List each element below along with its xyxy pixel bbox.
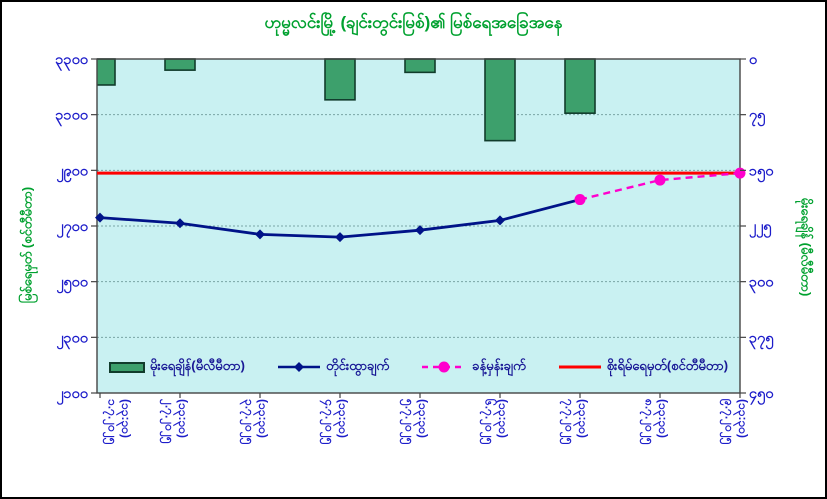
- forecast-line: [579, 171, 741, 201]
- rainfall-swatch-icon: [108, 361, 145, 373]
- left-tick-label: ၃၃၀၀: [55, 52, 88, 72]
- legend-label-forecast: ခန့်မှန်းချက်: [472, 357, 526, 373]
- right-tick-label: ၃၇၅: [749, 330, 774, 350]
- left-axis-title: မြစ်ရေမှတ် (စင်တီမီတာ): [19, 186, 35, 304]
- danger-line-icon: [558, 365, 601, 369]
- observed-point: [495, 215, 505, 226]
- rainfall-bar: [324, 58, 356, 101]
- observed-point: [255, 229, 265, 240]
- observed-point: [335, 232, 345, 243]
- rainfall-bar: [164, 58, 196, 71]
- rainfall-bar: [404, 58, 436, 74]
- observed-line-icon: [277, 362, 320, 372]
- left-tick-label: ၂၃၀၀: [56, 330, 88, 350]
- legend-item-forecast: ခန့်မှန်းချက်: [421, 358, 526, 377]
- chart-title: ဟုမ္မလင်းမြို့ (ချင်းတွင်းမြစ်)၏ မြစ်ရေအ…: [264, 13, 563, 32]
- left-tick-label: ၂၅၀၀: [56, 275, 88, 295]
- right-tick-label: ၄၅၀: [749, 386, 774, 406]
- right-axis-title: မိုးရေချိန် (မီလီမီတာ): [798, 197, 814, 297]
- legend-item-rainfall: မိုးရေချိန်(မီလီမီတာ): [108, 357, 245, 377]
- legend-label-danger: စိုးရိမ်ရေမှတ်(စင်တီမီတာ): [606, 357, 729, 373]
- observed-point: [415, 225, 425, 236]
- right-tick-label: ၇၅: [749, 108, 766, 128]
- rainfall-bar: [97, 58, 116, 86]
- observed-point: [95, 212, 105, 223]
- rainfall-bars: [97, 58, 596, 142]
- left-tick-label: ၂၁၀၀: [56, 386, 88, 406]
- right-tick-label: ၂၂၅: [749, 219, 772, 239]
- forecast-point: [654, 174, 666, 186]
- right-tick-label: ၀: [749, 52, 758, 68]
- forecast-point: [574, 194, 586, 206]
- legend-item-observed: တိုင်းထွာချက်: [277, 358, 389, 377]
- left-tick-label: ၂၉၀၀: [56, 163, 88, 183]
- left-tick-label: ၂၇၀၀: [56, 219, 88, 239]
- forecast-point: [734, 167, 746, 179]
- forecast-line-icon: [422, 361, 467, 373]
- left-tick-label: ၃၁၀၀: [55, 108, 88, 128]
- rainfall-bar: [484, 58, 516, 142]
- rainfall-bar: [564, 58, 596, 114]
- observed-point: [175, 218, 185, 229]
- right-tick-label: ၁၅၀: [749, 163, 774, 183]
- legend-label-rainfall: မိုးရေချိန်(မီလီမီတာ): [149, 357, 245, 373]
- legend-item-danger: စိုးရိမ်ရေမှတ်(စင်တီမီတာ): [558, 358, 728, 377]
- legend-label-observed: တိုင်းထွာချက်: [325, 357, 390, 373]
- right-tick-label: ၃၀၀: [749, 275, 774, 295]
- legend: မိုးရေချိန်(မီလီမီတာ) တိုင်းထွာချက် ခန့်…: [97, 354, 740, 380]
